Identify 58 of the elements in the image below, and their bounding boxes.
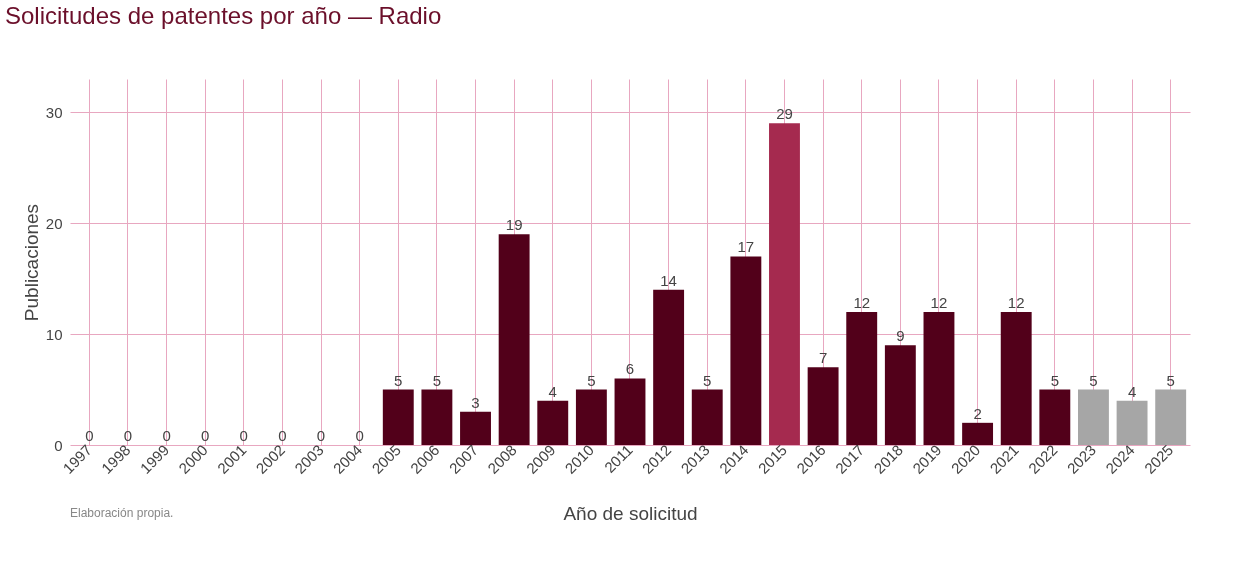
data-label: 0 [85, 427, 94, 444]
data-label: 5 [1050, 371, 1059, 389]
data-label: 9 [896, 327, 905, 345]
bar [769, 123, 800, 445]
bar [421, 389, 453, 445]
bar [382, 389, 414, 445]
data-label: 2 [973, 404, 982, 422]
data-label: 12 [1007, 293, 1025, 311]
y-tick-label: 20 [45, 214, 63, 232]
bar [460, 411, 491, 445]
data-label: 0 [123, 427, 133, 444]
data-label: 0 [201, 427, 210, 444]
data-label: 17 [737, 238, 755, 256]
data-label: 5 [587, 371, 596, 389]
data-label: 4 [1127, 382, 1137, 400]
bar [884, 345, 916, 445]
x-axis-title: Año de solicitud [563, 502, 698, 524]
bar [1000, 311, 1032, 445]
bar [1039, 389, 1071, 445]
bar [1078, 389, 1109, 445]
data-label: 7 [818, 349, 828, 367]
data-label: 3 [471, 393, 480, 411]
data-label: 0 [239, 427, 248, 444]
data-label: 0 [278, 427, 287, 444]
bar [691, 389, 723, 445]
data-label: 5 [1089, 371, 1098, 389]
bar [1116, 400, 1148, 445]
bar [498, 234, 530, 445]
data-label: 12 [853, 293, 871, 311]
bar [730, 256, 762, 445]
data-label: 12 [930, 293, 948, 311]
data-label: 14 [660, 271, 677, 289]
data-label: 5 [432, 371, 442, 389]
data-label: 29 [776, 105, 793, 123]
data-label: 4 [548, 382, 557, 400]
y-axis-title: Publicaciones [20, 203, 42, 322]
y-tick-label: 10 [45, 325, 63, 343]
bar [962, 422, 994, 445]
y-tick-label: 0 [54, 436, 63, 454]
bar [575, 389, 607, 445]
bar [923, 311, 955, 445]
data-label: 5 [394, 371, 403, 389]
bar [846, 311, 878, 445]
data-label: 0 [355, 427, 364, 444]
bar [614, 378, 646, 445]
bar [807, 367, 839, 445]
data-label: 19 [505, 216, 523, 234]
data-label: 0 [162, 427, 171, 444]
data-label: 5 [703, 371, 712, 389]
data-label: 6 [625, 360, 635, 378]
bar [653, 289, 685, 445]
data-label: 5 [1166, 371, 1175, 389]
y-tick-label: 30 [45, 103, 63, 121]
data-label: 0 [316, 427, 326, 444]
bar [537, 400, 569, 445]
bar [1155, 389, 1187, 445]
text: Elaboración propia. [70, 506, 174, 520]
chart-title: Solicitudes de patentes por año — Radio [5, 2, 442, 29]
